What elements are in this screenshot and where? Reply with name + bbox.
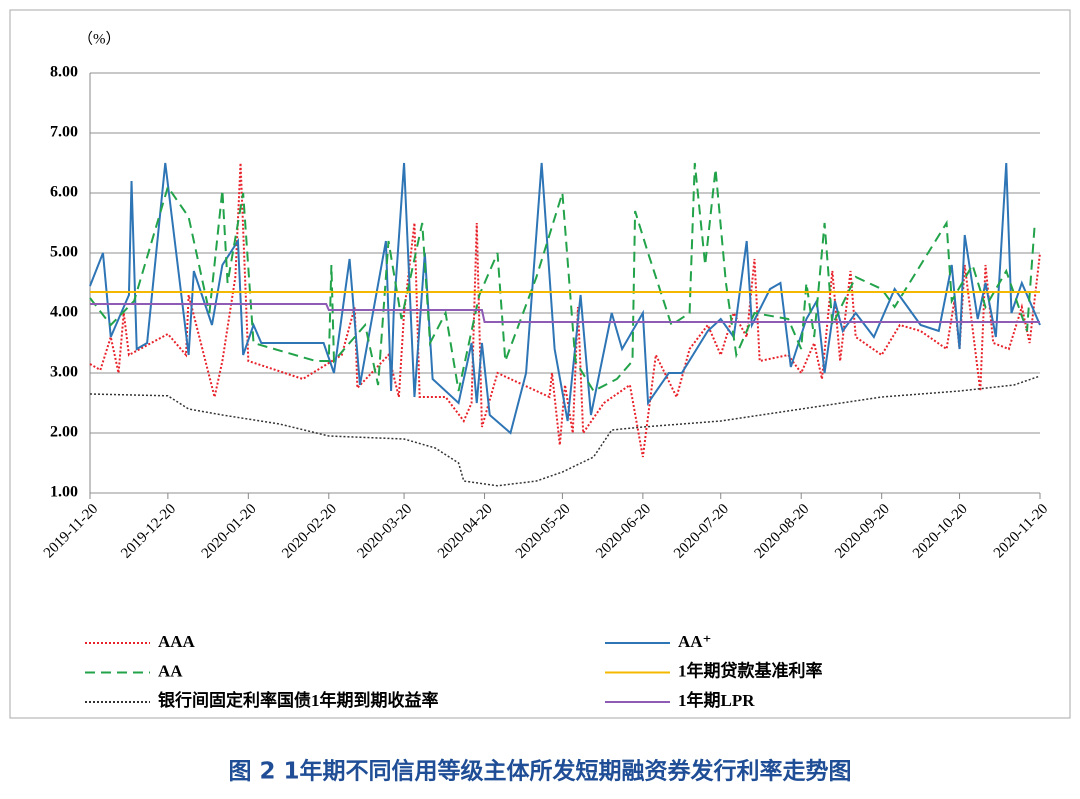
x-tick-label: 2019-11-20 [41,501,101,561]
legend-label: 1年期贷款基准利率 [678,660,823,680]
legend-label: 银行间固定利率国债1年期到期收益率 [158,690,439,710]
chart-frame [9,9,1071,719]
series-line [90,303,1040,323]
y-tick-label: 2.00 [50,424,78,441]
x-tick-label: 2020-02-20 [279,501,340,562]
y-tick-label: 5.00 [50,244,78,261]
x-tick-label: 2020-04-20 [435,501,496,562]
x-tick-label: 2020-03-20 [355,501,416,562]
x-tick-label: 2020-01-20 [199,501,260,562]
legend-label: AA [158,661,183,680]
legend-label: AAA [158,632,196,651]
y-axis-label: （%） [78,30,121,47]
legend-label: AA⁺ [678,632,712,651]
x-tick-label: 2020-05-20 [513,501,574,562]
caption: 图 2 1年期不同信用等级主体所发短期融资券发行利率走势图 [228,758,851,785]
series-line [89,162,1041,458]
x-tick-label: 2020-11-20 [991,501,1051,561]
y-tick-label: 4.00 [50,304,78,321]
y-tick-label: 8.00 [50,64,78,81]
y-tick-label: 1.00 [50,484,78,501]
x-tick-label: 2019-12-20 [118,501,179,562]
x-tick-label: 2020-10-20 [910,501,971,562]
series-line [89,162,1036,393]
x-tick-label: 2020-06-20 [593,501,654,562]
legend-label: 1年期LPR [678,690,755,710]
x-tick-label: 2020-07-20 [671,501,732,562]
series-line [89,375,1041,487]
y-tick-label: 6.00 [50,184,78,201]
x-tick-label: 2020-09-20 [832,501,893,562]
y-tick-label: 7.00 [50,124,78,141]
y-tick-label: 3.00 [50,364,78,381]
x-tick-label: 2020-08-20 [752,501,813,562]
series-line [89,162,1041,435]
